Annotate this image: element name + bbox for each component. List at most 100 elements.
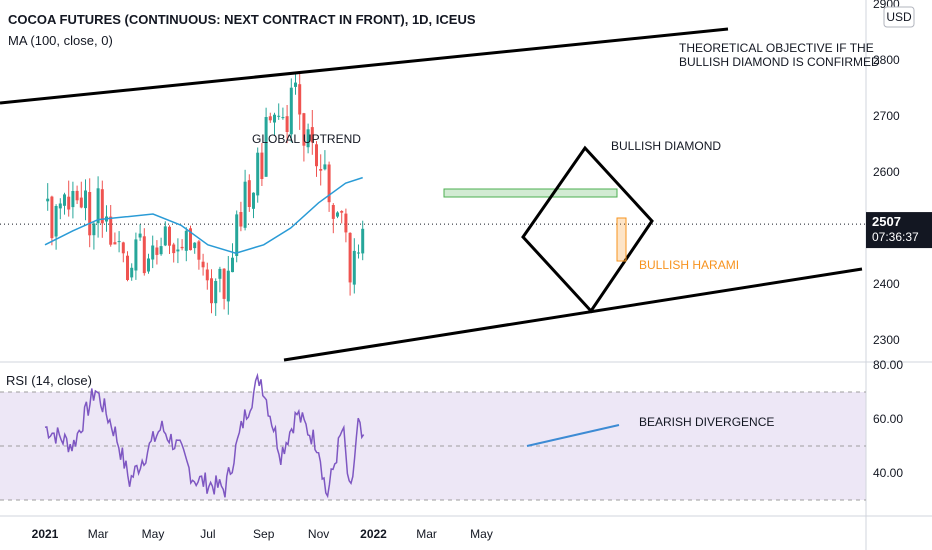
candle-down [197, 241, 201, 260]
time-tick-label: Jul [200, 527, 215, 541]
price-tick-label: 2600 [873, 165, 900, 179]
candle-down [168, 226, 171, 246]
candle-down [126, 255, 129, 280]
rsi-tick-label: 40.00 [873, 466, 903, 480]
price-axis[interactable]: 2300240025002600270028002900 [873, 0, 900, 347]
candle-up [231, 257, 234, 273]
candle-up [71, 191, 75, 208]
candle-down [344, 213, 348, 233]
candle-down [50, 196, 54, 239]
candle-down [79, 197, 83, 208]
rsi-axis[interactable]: 40.00 60.00 80.00 [873, 358, 903, 480]
last-price-value: 2507 [872, 214, 901, 229]
candle-up [252, 192, 255, 209]
candle-down [172, 244, 176, 254]
candle-up [226, 270, 230, 302]
candle-up [96, 188, 100, 224]
candle-up [306, 129, 310, 148]
candle-down [327, 164, 331, 203]
price-tick-label: 2300 [873, 333, 900, 347]
rsi-indicator-label: RSI (14, close) [6, 373, 92, 388]
bullish-diamond-annotation: BULLISH DIAMOND [611, 139, 721, 153]
candle-down [142, 236, 146, 274]
candle-down [298, 84, 302, 115]
candle-down [302, 113, 306, 146]
harami-highlight[interactable] [616, 217, 627, 262]
candle-up [289, 87, 293, 135]
candle-up [243, 181, 247, 228]
last-price-badge: 2507 07:36:37 [866, 212, 932, 249]
candle-down [121, 242, 125, 254]
candle-up [54, 206, 58, 237]
candle-up [361, 228, 365, 254]
price-tick-label: 2800 [873, 53, 900, 67]
price-tick-label: 2700 [873, 109, 900, 123]
candle-down [113, 242, 117, 245]
candle-down [340, 211, 344, 213]
candle-down [67, 196, 71, 210]
bearish-divergence-annotation: BEARISH DIVERGENCE [639, 415, 774, 429]
currency-button[interactable] [883, 6, 915, 28]
global-uptrend-annotation: GLOBAL UPTREND [252, 132, 361, 146]
time-tick-label: 2021 [32, 527, 59, 541]
rsi-band-lines [0, 391, 866, 501]
time-tick-label: Mar [416, 527, 437, 541]
candle-up [336, 212, 339, 217]
candle-down [205, 269, 209, 281]
support-zone [443, 188, 618, 198]
candle-up [184, 230, 188, 251]
candle-up [138, 233, 142, 238]
candle-down [222, 268, 226, 299]
candle-down [348, 232, 352, 283]
upper-trendline[interactable] [0, 27, 729, 105]
candle-up [256, 152, 260, 196]
bullish-harami-annotation: BULLISH HARAMI [639, 258, 739, 272]
price-tick-label: 2400 [873, 277, 900, 291]
candle-up [159, 246, 163, 255]
candles-layer [46, 72, 365, 316]
candle-down [310, 127, 314, 143]
candle-up [63, 194, 66, 206]
objective-annotation-line2: BULLISH DIAMOND IS CONFIRMED [679, 55, 880, 69]
diamond-pattern[interactable] [521, 145, 654, 314]
candle-up [281, 117, 285, 119]
divergence-line[interactable] [526, 424, 620, 447]
candle-down [239, 212, 243, 227]
rsi-tick-label: 80.00 [873, 358, 903, 372]
candle-down [189, 228, 192, 251]
candle-down [260, 152, 264, 179]
rsi-tick-label: 60.00 [873, 412, 903, 426]
candle-down [75, 190, 79, 201]
candle-down [100, 189, 104, 224]
candle-down [319, 169, 323, 171]
candle-down [268, 116, 272, 121]
time-tick-label: Mar [88, 527, 109, 541]
candle-up [352, 250, 356, 285]
candle-down [210, 278, 213, 304]
price-tick-label: 2900 [873, 0, 900, 11]
candle-up [264, 117, 268, 177]
candle-up [58, 203, 62, 209]
candle-down [109, 216, 113, 245]
candle-down [201, 261, 205, 268]
candle-up [92, 223, 96, 236]
candle-up [134, 239, 138, 271]
time-tick-label: 2022 [360, 527, 387, 541]
rsi-line [44, 372, 365, 499]
candle-up [277, 115, 281, 117]
candle-up [84, 190, 87, 209]
time-tick-label: May [142, 527, 165, 541]
lower-trendline[interactable] [283, 267, 863, 362]
time-axis[interactable]: 2021 Mar May Jul Sep Nov 2022 Mar May [32, 527, 493, 541]
candle-up [151, 245, 155, 260]
chart-title: COCOA FUTURES (CONTINUOUS: NEXT CONTRACT… [8, 12, 476, 27]
currency-label: USD [886, 10, 912, 24]
candle-down [315, 144, 318, 167]
ma-indicator-label: MA (100, close, 0) [8, 33, 113, 48]
candle-up [357, 252, 360, 254]
candle-down [155, 247, 159, 255]
candle-up [214, 281, 218, 304]
ma-100-line [44, 176, 363, 254]
candle-up [235, 214, 239, 256]
